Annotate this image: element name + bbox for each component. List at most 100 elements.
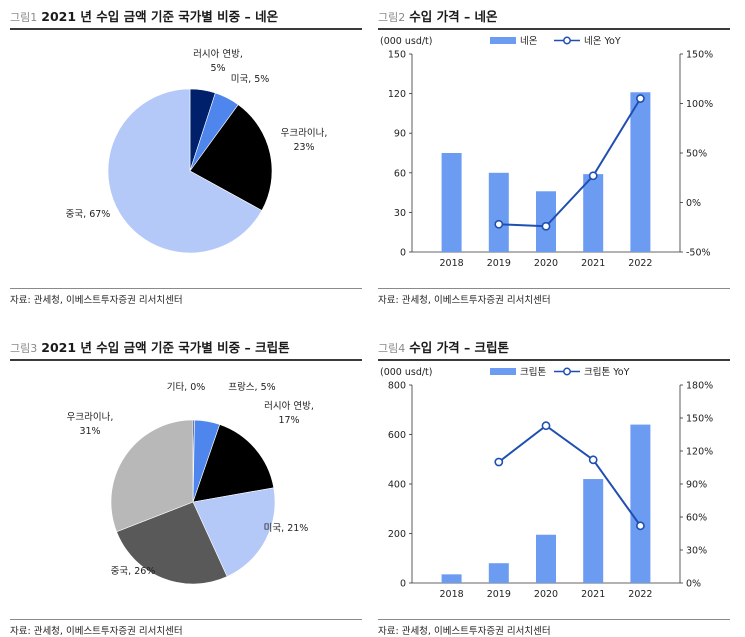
- source-note: 자료: 관세청, 이베스트투자증권 리서치센터: [10, 619, 362, 637]
- yoy-point: [541, 221, 551, 231]
- y-tick-label: 120: [388, 89, 406, 100]
- yoy-point: [635, 521, 645, 531]
- figure-label: 그림2: [378, 11, 406, 24]
- x-tick-label: 2019: [487, 589, 511, 600]
- pie-slice: [110, 419, 194, 533]
- y2-tick-label: 150%: [686, 50, 713, 61]
- slice-label: 러시아 연방, 17%: [264, 401, 314, 426]
- bar: [488, 172, 509, 252]
- bar: [536, 191, 556, 252]
- x-tick-label: 2019: [487, 258, 511, 269]
- y-tick-label: 200: [388, 529, 406, 540]
- yoy-point: [494, 219, 504, 229]
- y-tick-label: 400: [388, 480, 406, 491]
- x-tick-label: 2018: [440, 258, 464, 269]
- slice-label: 우크라이나, 31%: [67, 412, 114, 437]
- pie-slice: [107, 88, 263, 254]
- pie-slice: [192, 487, 276, 577]
- pie-slice: [189, 104, 273, 211]
- y2-tick-label: 0%: [686, 198, 701, 209]
- title-text: 수입 가격 – 크립톤: [409, 340, 510, 355]
- y-tick-label: 0: [400, 248, 406, 259]
- slice-label: 미국, 21%: [264, 523, 309, 534]
- y2-tick-label: 60%: [686, 513, 707, 524]
- y-axis-unit-label: (000 usd/t): [380, 36, 433, 47]
- legend-line-marker: [563, 367, 571, 376]
- slice-label: 러시아 연방, 5%: [193, 49, 243, 74]
- y2-tick-label: 150%: [686, 414, 713, 425]
- figure-label: 그림1: [10, 11, 38, 24]
- pie-slice: [116, 501, 228, 585]
- neon-price-panel: 그림2 수입 가격 – 네온 (000 usd/t) 네온 네온 YoY 0 30 60 90…: [378, 6, 738, 306]
- legend-line-label: 크립톤 YoY: [584, 366, 630, 378]
- title-text: 2021 년 수입 금액 기준 국가별 비중 – 네온: [41, 9, 279, 24]
- slice-label: 우크라이나, 23%: [281, 128, 328, 153]
- bar: [441, 153, 462, 252]
- y-axis-unit-label: (000 usd/t): [380, 367, 433, 378]
- title-text: 2021 년 수입 금액 기준 국가별 비중 – 크립톤: [41, 340, 290, 355]
- krypton-pie-panel: 그림3 2021 년 수입 금액 기준 국가별 비중 – 크립톤 기타, 0% 프랑…: [10, 337, 370, 637]
- neon-price-chart: (000 usd/t) 네온 네온 YoY 0 30 60 90 120 150 -50% 0% 50…: [380, 36, 713, 269]
- panel-title: 그림4 수입 가격 – 크립톤: [378, 337, 730, 361]
- legend-bar-swatch: [490, 37, 516, 44]
- y2-tick-label: -50%: [686, 248, 711, 259]
- y-tick-label: 800: [388, 381, 406, 392]
- bar: [536, 534, 556, 583]
- bar: [630, 424, 651, 583]
- source-note: 자료: 관세청, 이베스트투자증권 리서치센터: [378, 619, 730, 637]
- pie-slice: [192, 424, 275, 503]
- yoy-point: [588, 171, 598, 181]
- slice-label: 프랑스, 5%: [228, 381, 275, 393]
- bar: [583, 479, 604, 583]
- bar: [488, 563, 509, 583]
- x-tick-label: 2018: [440, 589, 464, 600]
- panel-title: 그림3 2021 년 수입 금액 기준 국가별 비중 – 크립톤: [10, 337, 362, 361]
- legend-line-marker: [563, 36, 571, 45]
- y-tick-label: 600: [388, 430, 406, 441]
- y2-tick-label: 120%: [686, 447, 713, 458]
- y2-tick-label: 100%: [686, 99, 713, 110]
- x-tick-label: 2022: [628, 258, 652, 269]
- legend-bar-label: 크립톤: [520, 366, 546, 378]
- y2-tick-label: 180%: [686, 381, 713, 392]
- x-tick-label: 2021: [581, 589, 605, 600]
- neon-pie-panel: 그림1 2021 년 수입 금액 기준 국가별 비중 – 네온 러시아 연방, 5%…: [10, 6, 370, 306]
- krypton-price-panel: 그림4 수입 가격 – 크립톤 (000 usd/t) 크립톤 크립톤 YoY 0 200…: [378, 337, 738, 637]
- x-tick-label: 2022: [628, 589, 652, 600]
- legend-bar-swatch: [490, 368, 516, 375]
- title-text: 수입 가격 – 네온: [409, 9, 498, 24]
- figure-label: 그림3: [10, 342, 38, 355]
- source-note: 자료: 관세청, 이베스트투자증권 리서치센터: [10, 288, 362, 306]
- y-tick-label: 90: [394, 129, 406, 140]
- y2-tick-label: 50%: [686, 149, 707, 160]
- bar: [441, 574, 462, 583]
- legend-line-label: 네온 YoY: [584, 36, 621, 47]
- bar: [630, 92, 651, 252]
- slice-label: 중국, 67%: [66, 209, 111, 220]
- x-tick-label: 2021: [581, 258, 605, 269]
- yoy-line: [498, 424, 642, 527]
- y-tick-label: 0: [400, 579, 406, 590]
- figure-label: 그림4: [378, 342, 406, 355]
- yoy-point: [541, 421, 551, 431]
- yoy-point: [494, 457, 504, 467]
- neon-pie-chart: 러시아 연방, 5%미국, 5% 우크라이나, 23% 중국, 67%: [66, 49, 328, 254]
- y-tick-label: 60: [394, 168, 406, 179]
- yoy-point: [635, 94, 645, 103]
- slice-label: 미국, 5%: [231, 74, 270, 85]
- yoy-line: [498, 98, 642, 228]
- bar: [583, 174, 604, 252]
- krypton-price-chart: (000 usd/t) 크립톤 크립톤 YoY 0 200 400 600 800 0% 30% 6…: [380, 366, 713, 600]
- y2-tick-label: 30%: [686, 546, 707, 557]
- krypton-pie-chart: 기타, 0% 프랑스, 5% 러시아 연방, 17% 미국, 21% 중국, 26% 우크라…: [67, 381, 314, 585]
- source-note: 자료: 관세청, 이베스트투자증권 리서치센터: [378, 288, 730, 306]
- panel-title: 그림2 수입 가격 – 네온: [378, 6, 730, 30]
- slice-label: 기타, 0%: [167, 382, 206, 393]
- y2-tick-label: 0%: [686, 579, 701, 590]
- y-tick-label: 150: [388, 50, 406, 61]
- x-tick-label: 2020: [534, 589, 558, 600]
- x-tick-label: 2020: [534, 258, 558, 269]
- y2-tick-label: 90%: [686, 480, 707, 491]
- slice-label: 중국, 26%: [111, 566, 156, 577]
- panel-title: 그림1 2021 년 수입 금액 기준 국가별 비중 – 네온: [10, 6, 362, 30]
